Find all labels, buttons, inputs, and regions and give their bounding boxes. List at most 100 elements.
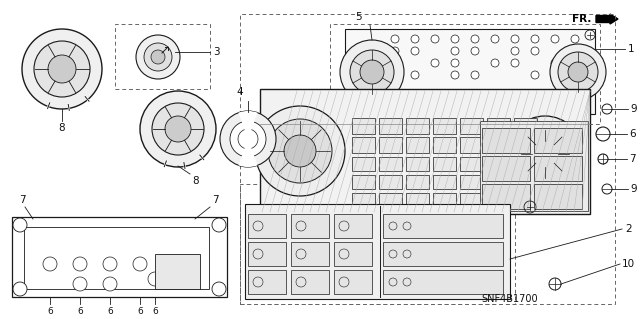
Bar <box>24 227 209 289</box>
Bar <box>291 214 329 238</box>
Circle shape <box>451 59 459 67</box>
Bar <box>330 24 600 124</box>
Text: 7: 7 <box>19 195 26 205</box>
Bar <box>534 156 582 181</box>
Circle shape <box>48 55 76 83</box>
Bar <box>514 193 537 207</box>
Bar <box>487 175 510 189</box>
Bar <box>558 86 580 104</box>
Circle shape <box>491 59 499 67</box>
Circle shape <box>602 184 612 194</box>
Text: 6: 6 <box>77 307 83 316</box>
Circle shape <box>350 50 394 94</box>
Bar <box>245 204 510 299</box>
Bar <box>460 175 483 189</box>
Bar <box>334 242 372 266</box>
Bar <box>379 193 402 207</box>
Circle shape <box>491 35 499 43</box>
Bar <box>291 270 329 294</box>
Text: SNF4B1700: SNF4B1700 <box>482 294 538 304</box>
Bar <box>482 184 530 209</box>
Circle shape <box>511 59 519 67</box>
Text: 8: 8 <box>192 176 198 186</box>
Circle shape <box>531 71 539 79</box>
Circle shape <box>136 35 180 79</box>
Text: 6: 6 <box>152 307 158 316</box>
Circle shape <box>558 52 598 92</box>
Circle shape <box>163 257 177 271</box>
Circle shape <box>165 116 191 142</box>
Polygon shape <box>345 29 595 114</box>
Bar <box>480 121 588 211</box>
Bar <box>487 137 510 153</box>
Bar <box>383 242 503 266</box>
Circle shape <box>571 47 579 55</box>
Circle shape <box>148 272 162 286</box>
Bar <box>514 175 537 189</box>
Circle shape <box>43 257 57 271</box>
Text: 4: 4 <box>237 87 243 97</box>
Wedge shape <box>239 139 257 167</box>
Circle shape <box>133 257 147 271</box>
Circle shape <box>551 59 559 67</box>
Text: 3: 3 <box>213 47 220 57</box>
Bar <box>352 157 375 171</box>
Circle shape <box>34 41 90 97</box>
Circle shape <box>230 121 266 157</box>
Bar <box>514 157 537 171</box>
Circle shape <box>471 47 479 55</box>
Circle shape <box>13 218 27 232</box>
Circle shape <box>391 35 399 43</box>
Text: 1: 1 <box>628 44 635 54</box>
Text: 6: 6 <box>629 129 636 139</box>
Circle shape <box>151 50 165 64</box>
Circle shape <box>140 91 216 167</box>
Circle shape <box>598 154 608 164</box>
Circle shape <box>451 47 459 55</box>
Text: 6: 6 <box>107 307 113 316</box>
Text: 6: 6 <box>47 307 53 316</box>
Bar <box>406 193 429 207</box>
Circle shape <box>238 129 258 149</box>
Text: 7: 7 <box>629 154 636 164</box>
Bar <box>433 137 456 153</box>
Bar <box>352 175 375 189</box>
Circle shape <box>103 277 117 291</box>
Bar <box>534 184 582 209</box>
Circle shape <box>212 282 226 296</box>
Circle shape <box>411 47 419 55</box>
Bar <box>558 61 580 79</box>
Text: 9: 9 <box>630 184 637 194</box>
Text: 6: 6 <box>137 307 143 316</box>
FancyArrow shape <box>596 14 618 24</box>
Bar <box>383 214 503 238</box>
Polygon shape <box>260 89 590 214</box>
Bar <box>487 193 510 207</box>
Bar <box>406 137 429 153</box>
Text: 10: 10 <box>622 259 635 269</box>
Bar <box>487 157 510 171</box>
Circle shape <box>73 257 87 271</box>
Bar <box>379 175 402 189</box>
Bar <box>291 242 329 266</box>
Circle shape <box>212 218 226 232</box>
Circle shape <box>411 71 419 79</box>
Circle shape <box>391 59 399 67</box>
Circle shape <box>471 35 479 43</box>
Bar <box>482 128 530 153</box>
Circle shape <box>471 71 479 79</box>
Circle shape <box>431 35 439 43</box>
Bar <box>383 270 503 294</box>
Circle shape <box>268 119 332 183</box>
Wedge shape <box>239 111 257 139</box>
Circle shape <box>22 29 102 109</box>
Bar <box>240 184 515 304</box>
Bar <box>12 217 227 297</box>
Circle shape <box>549 278 561 290</box>
Bar <box>155 254 200 289</box>
Bar <box>482 156 530 181</box>
Circle shape <box>511 35 519 43</box>
Circle shape <box>255 106 345 196</box>
Bar <box>460 118 483 134</box>
Circle shape <box>411 35 419 43</box>
